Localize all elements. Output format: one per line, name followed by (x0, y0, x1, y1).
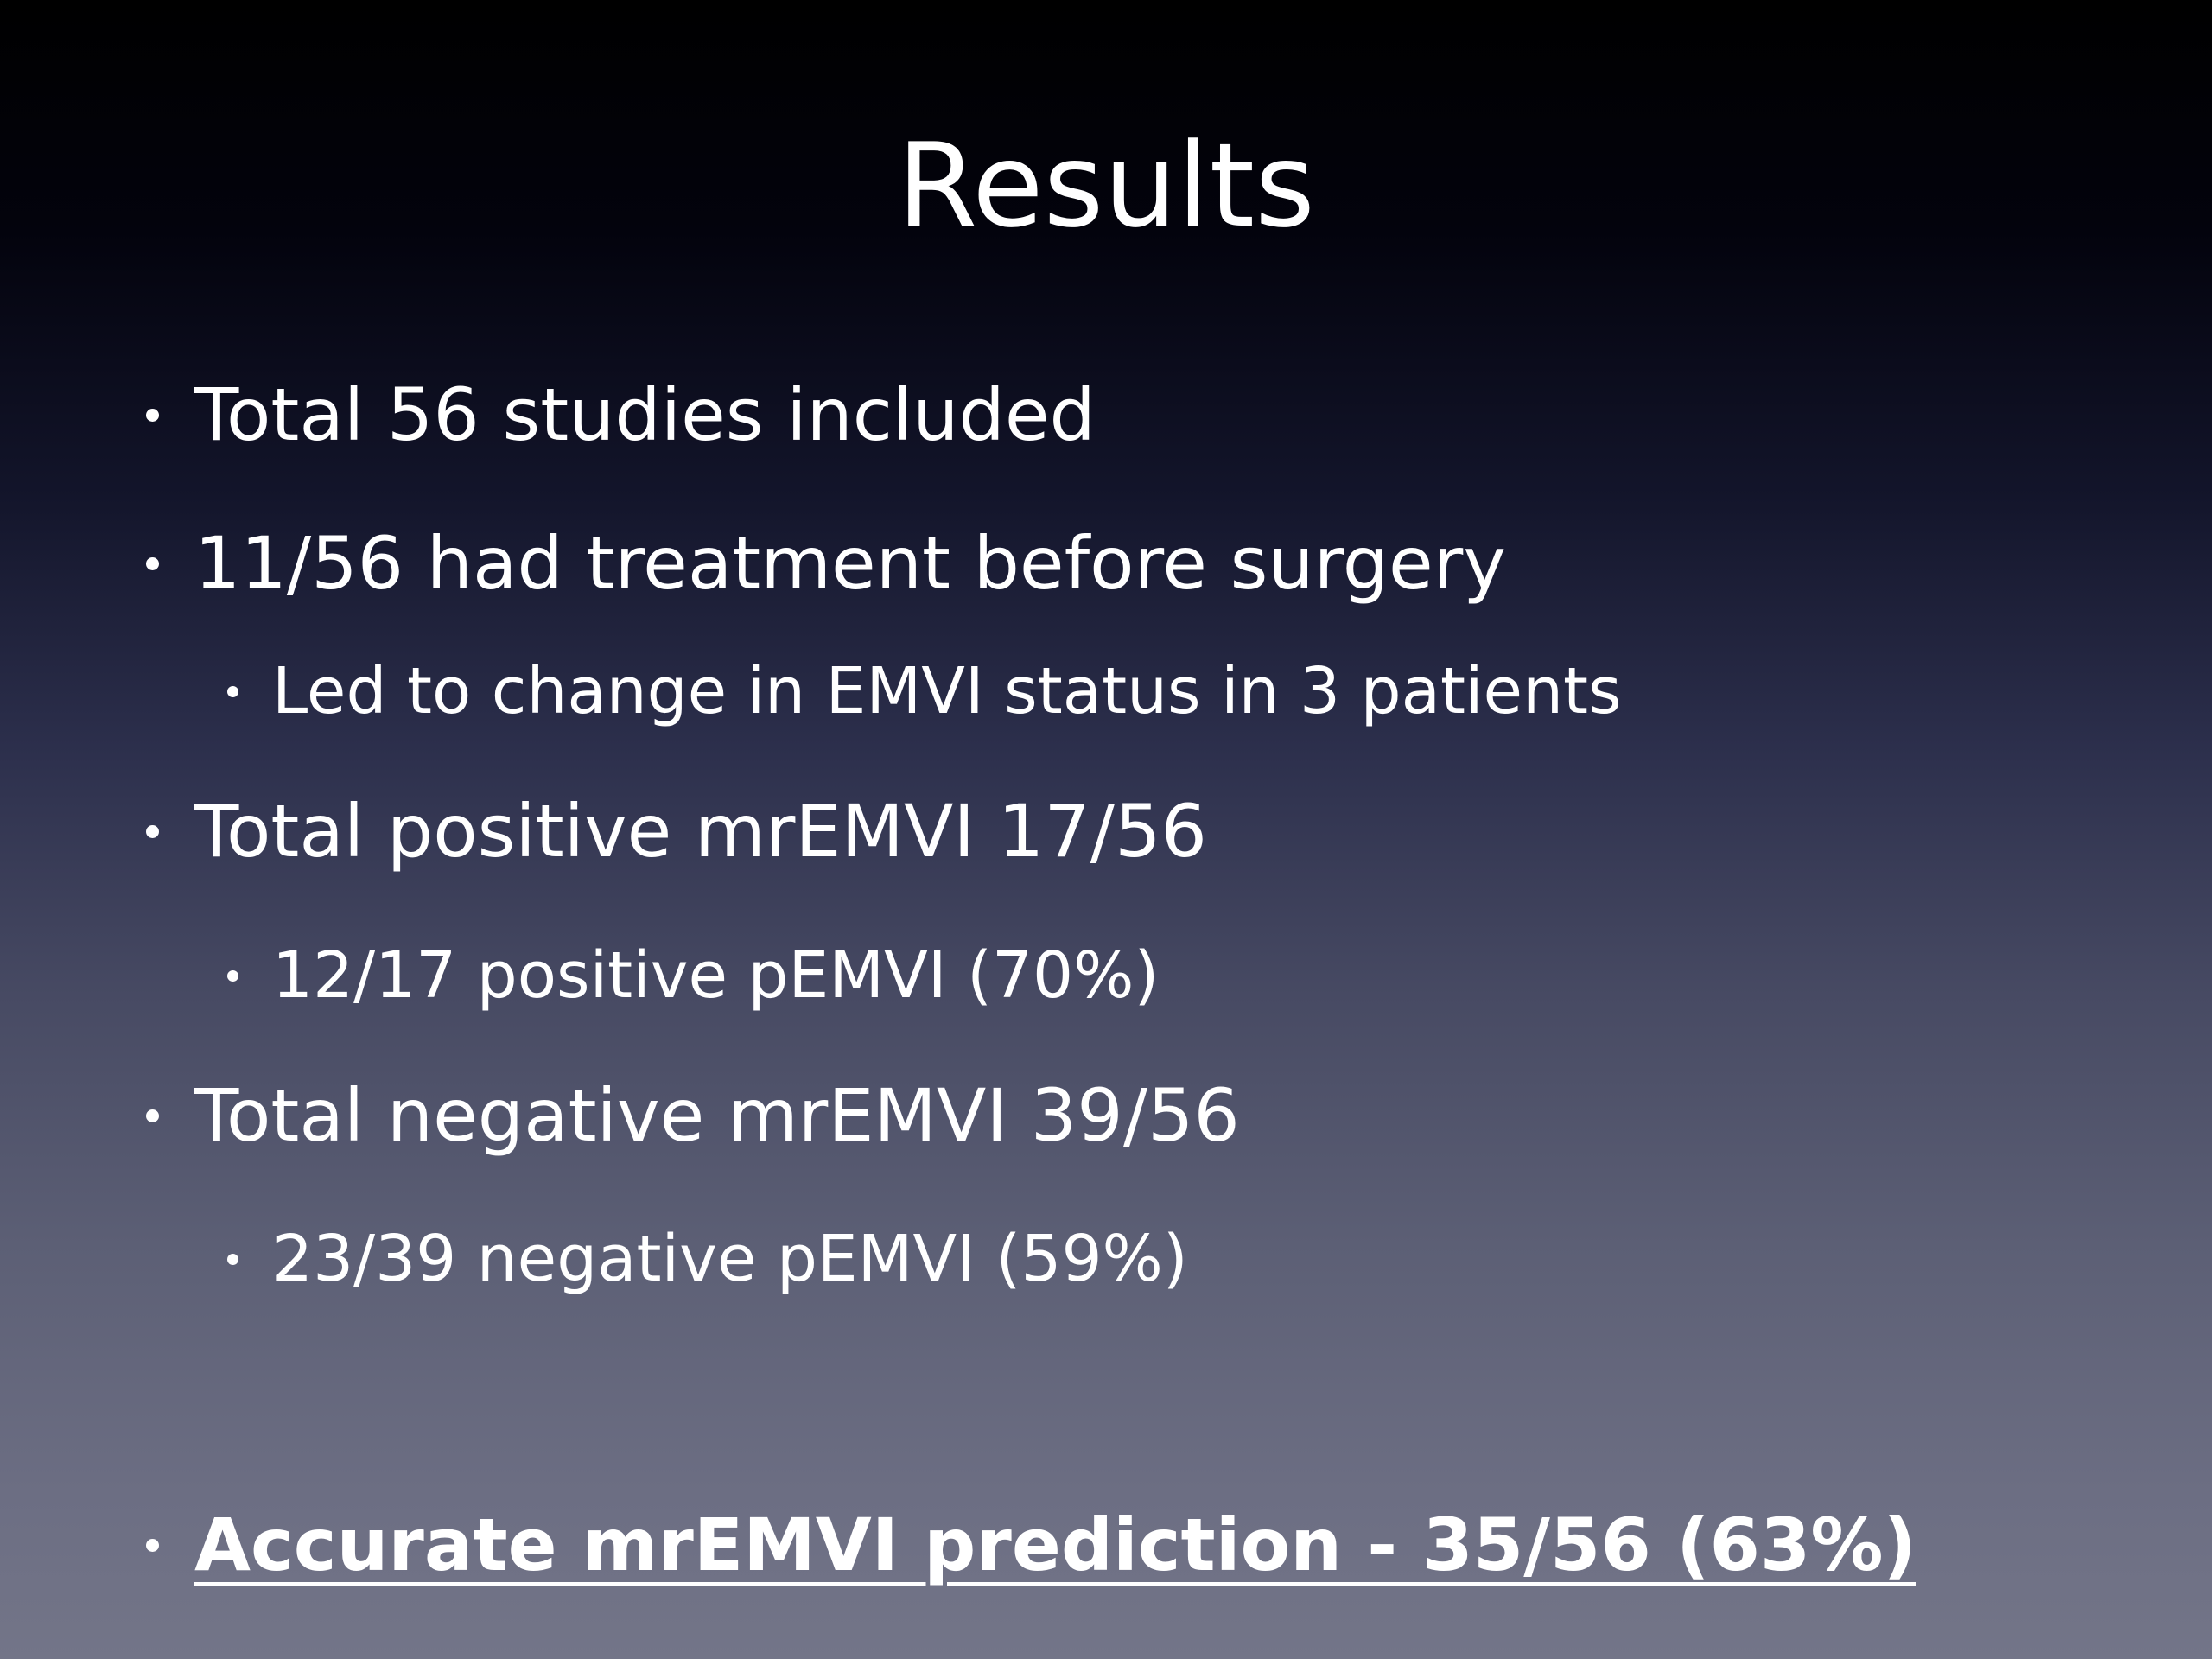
bullet-total-negative-mremvi: Total negative mrEMVI 39/56 (146, 1068, 1240, 1163)
bullet-dot (146, 1539, 159, 1552)
slide-title: Results (897, 118, 1315, 253)
bullet-text: Total 56 studies included (194, 372, 1096, 457)
bullet-dot (146, 1109, 159, 1122)
bullet-text: Total negative mrEMVI 39/56 (194, 1073, 1240, 1158)
bullet-total-studies: Total 56 studies included (146, 367, 1096, 462)
bullet-treatment-before-surgery: 11/56 had treatment before surgery (146, 516, 1506, 611)
bullet-accurate-prediction: Accurate mrEMVI prediction - 35/56 (63%) (146, 1497, 1916, 1592)
sub-bullet-emvi-status-change: Led to change in EMVI status in 3 patien… (227, 648, 1622, 734)
bullet-dot (146, 825, 159, 838)
bullet-text: 12/17 positive pEMVI (70%) (272, 938, 1160, 1013)
bullet-dot (227, 686, 238, 697)
bullet-text: Led to change in EMVI status in 3 patien… (272, 654, 1622, 728)
bullet-text: 23/39 negative pEMVI (59%) (272, 1222, 1188, 1296)
bullet-total-positive-mremvi: Total positive mrEMVI 17/56 (146, 784, 1207, 879)
bullet-dot (146, 409, 159, 422)
bullet-dot (146, 557, 159, 570)
bullet-dot (227, 970, 238, 982)
bullet-text: 11/56 had treatment before surgery (194, 521, 1506, 606)
bullet-dot (227, 1254, 238, 1265)
bullet-text-emphasized: Accurate mrEMVI prediction - 35/56 (63%) (194, 1503, 1916, 1587)
sub-bullet-negative-pemvi: 23/39 negative pEMVI (59%) (227, 1216, 1188, 1302)
sub-bullet-positive-pemvi: 12/17 positive pEMVI (70%) (227, 932, 1160, 1019)
bullet-text: Total positive mrEMVI 17/56 (194, 789, 1207, 874)
